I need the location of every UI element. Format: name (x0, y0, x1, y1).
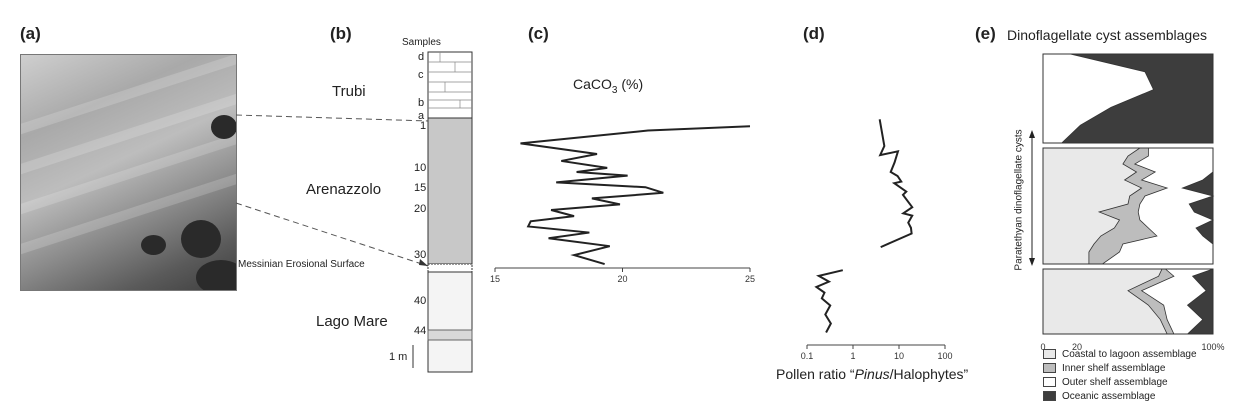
column-trubi-hatch (428, 52, 472, 109)
legend-label-coastal: Coastal to lagoon assemblage (1062, 348, 1197, 360)
sample-letter-c: c (418, 69, 424, 81)
legend-label-outer: Outer shelf assemblage (1062, 376, 1168, 388)
panel-label-a: (a) (20, 24, 41, 43)
legend-label-oceanic: Oceanic assemblage (1062, 390, 1156, 402)
legend-label-inner: Inner shelf assemblage (1062, 362, 1166, 374)
panel-label-e: (e) (975, 24, 996, 43)
column-arenazzolo (427, 117, 473, 265)
sample-letter-d: d (418, 51, 425, 63)
dino-area-0-section-1 (1042, 147, 1143, 265)
unit-label-trubi: Trubi (332, 83, 366, 100)
pollen-x-tick-label: 100 (937, 351, 952, 361)
correlation-arrow (419, 259, 428, 266)
dino-x-tick-label: 20 (1072, 342, 1082, 352)
unit-label-lago-mare: Lago Mare (316, 313, 388, 330)
caco3-x-tick-label: 20 (617, 274, 627, 284)
dino-side-arrow-bottom (1029, 258, 1035, 266)
legend-swatch-coastal (1043, 349, 1056, 359)
depth-tick-10: 10 (414, 162, 427, 174)
caco3-title: CaCO3 (%) (573, 76, 643, 96)
correlation-line-top (235, 114, 429, 122)
depth-tick-44: 44 (414, 325, 427, 337)
legend-swatch-outer (1043, 377, 1056, 387)
caco3-title-prefix: CaCO (573, 76, 612, 92)
dino-x-tick-label: 100% (1201, 342, 1224, 352)
panel-label-b: (b) (330, 24, 352, 43)
unit-label-arenazzolo: Arenazzolo (306, 181, 382, 198)
pollen-x-tick-label: 0.1 (801, 351, 814, 361)
dino-side-arrow-top (1029, 130, 1035, 138)
correlation-line-bottom (235, 202, 429, 267)
caco3-x-tick-label: 15 (490, 274, 500, 284)
pollen-xlabel-italic: Pinus (854, 366, 890, 382)
caco3-title-suffix: (%) (617, 76, 644, 92)
panel-label-c: (c) (528, 24, 549, 43)
caco3-series-line (520, 125, 751, 266)
dino-title: Dinoflagellate cyst assemblages (1007, 27, 1207, 43)
legend-item-inner: Inner shelf assemblage (1043, 361, 1197, 375)
depth-tick-15: 15 (414, 182, 427, 194)
sample-letter-b: b (418, 97, 425, 109)
pollen-series-line-1 (814, 269, 844, 333)
depth-tick-40: 40 (414, 295, 427, 307)
column-lago-mare-band (427, 329, 473, 341)
depth-tick-1: 1 (420, 120, 427, 132)
depth-tick-20: 20 (414, 203, 427, 215)
legend-item-oceanic: Oceanic assemblage (1043, 389, 1197, 403)
pollen-x-tick-label: 1 (850, 351, 855, 361)
scale-label: 1 m (389, 351, 408, 363)
legend-swatch-inner (1043, 363, 1056, 373)
dino-section-frame-1 (1042, 147, 1214, 265)
sample-letter-a: a (418, 110, 425, 122)
legend-swatch-oceanic (1043, 391, 1056, 401)
pollen-xlabel-after: /Halophytes” (889, 366, 969, 382)
caco3-x-tick-label: 25 (745, 274, 755, 284)
erosional-surface-label: Messinian Erosional Surface (238, 259, 365, 270)
outcrop-photo (20, 54, 237, 291)
dino-legend: Coastal to lagoon assemblage Inner shelf… (1043, 347, 1197, 403)
caco3-title-sub: 3 (611, 84, 618, 96)
dino-section-frame-0 (1042, 53, 1214, 144)
pollen-series-line-0 (878, 119, 914, 249)
pollen-x-tick-label: 10 (894, 351, 904, 361)
pollen-xlabel: Pollen ratio “Pinus/Halophytes” (776, 366, 968, 382)
column-lago-mare (427, 271, 473, 373)
samples-header: Samples (402, 37, 441, 48)
pollen-xlabel-before: Pollen ratio “ (776, 366, 855, 382)
panel-label-d: (d) (803, 24, 825, 43)
legend-item-outer: Outer shelf assemblage (1043, 375, 1197, 389)
dino-section-frame-2 (1042, 268, 1214, 335)
legend-item-coastal: Coastal to lagoon assemblage (1043, 347, 1197, 361)
dino-x-tick-label: 0 (1040, 342, 1045, 352)
depth-tick-30: 30 (414, 249, 427, 261)
